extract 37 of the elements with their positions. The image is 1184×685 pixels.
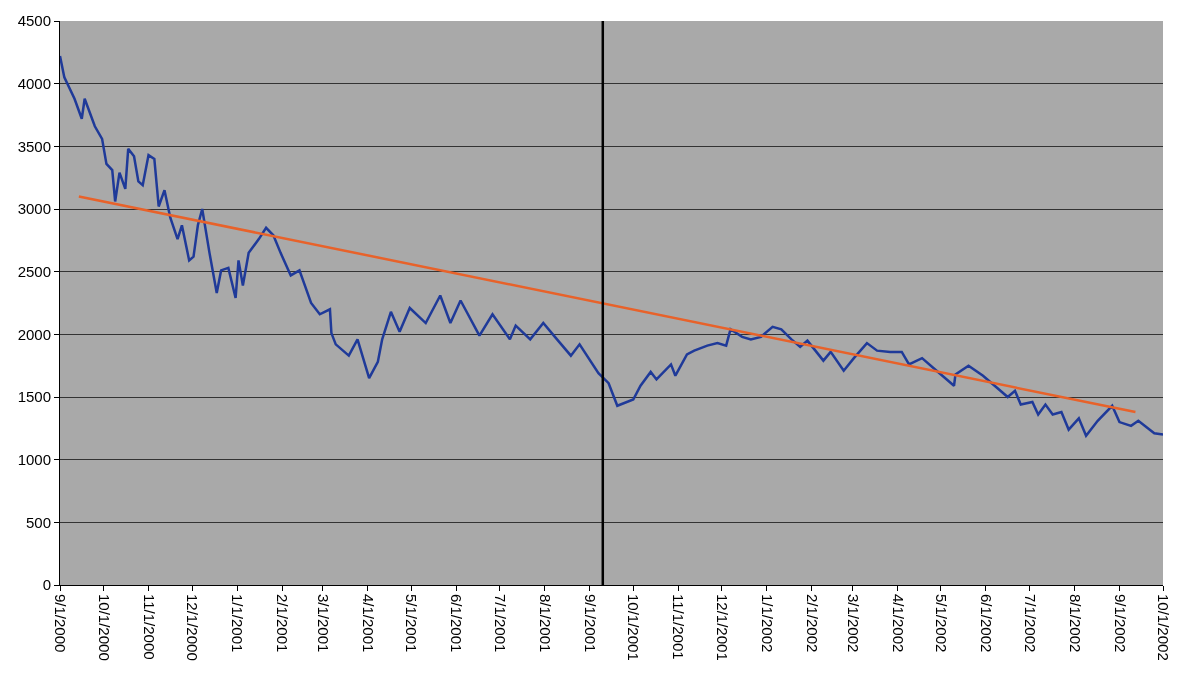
- x-tick-label: 9/1/2001: [581, 594, 599, 653]
- x-tick-label: 9/1/2000: [52, 594, 70, 653]
- x-tick-label: 2/1/2002: [803, 594, 821, 653]
- x-tick-label: 6/1/2001: [448, 594, 466, 653]
- y-tick-label: 2500: [17, 262, 51, 280]
- x-tick-label: 5/1/2001: [403, 594, 421, 653]
- x-tick-label: 1/1/2001: [229, 594, 247, 653]
- y-tick-label: 1500: [17, 388, 51, 406]
- x-tick-label: 10/1/2001: [625, 594, 643, 661]
- y-tick-label: 3500: [17, 137, 51, 155]
- x-tick-label: 4/1/2001: [359, 594, 377, 653]
- x-tick-label: 12/1/2001: [713, 594, 731, 661]
- x-tick-label: 3/1/2001: [314, 594, 332, 653]
- x-tick-label: 10/1/2000: [95, 594, 113, 661]
- y-tick-label: 4500: [17, 12, 51, 30]
- x-tick-label: 5/1/2002: [933, 594, 951, 653]
- x-tick-label: 8/1/2001: [536, 594, 554, 653]
- y-tick-label: 500: [25, 513, 51, 531]
- x-tick-label: 1/1/2002: [758, 594, 776, 653]
- x-tick-label: 7/1/2002: [1021, 594, 1039, 653]
- x-tick-label: 10/1/2002: [1155, 594, 1173, 661]
- y-tick-label: 0: [42, 576, 51, 594]
- line-series: [60, 54, 1163, 438]
- y-tick-label: 3000: [17, 200, 51, 218]
- x-tick-label: 8/1/2002: [1066, 594, 1084, 653]
- x-tick-label: 11/1/2000: [140, 594, 158, 660]
- x-tick-label: 2/1/2001: [274, 594, 292, 653]
- x-tick-label: 4/1/2002: [889, 594, 907, 653]
- x-tick-label: 7/1/2001: [491, 594, 509, 653]
- y-tick-label: 2000: [17, 325, 51, 343]
- y-tick-label: 4000: [17, 74, 51, 92]
- y-tick-label: 1000: [17, 450, 51, 468]
- x-tick-label: 11/1/2001: [670, 594, 688, 660]
- x-tick-label: 6/1/2002: [978, 594, 996, 653]
- x-tick-label: 3/1/2002: [844, 594, 862, 653]
- x-tick-label: 9/1/2002: [1111, 594, 1129, 653]
- x-tick-label: 12/1/2000: [184, 594, 202, 661]
